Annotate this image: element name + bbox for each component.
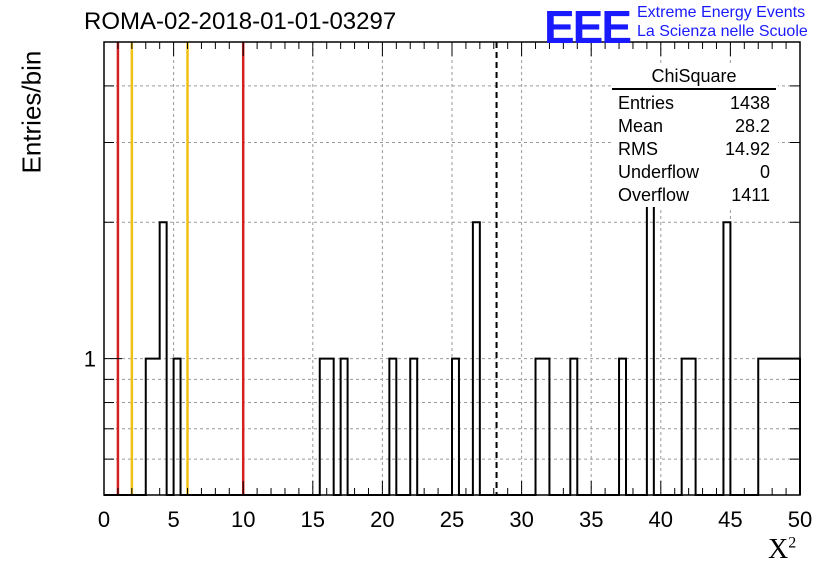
y-axis-label: Entries/bin <box>16 50 47 174</box>
x-tick-label: 25 <box>440 507 464 532</box>
logo-text: Extreme Energy Events La Scienza nelle S… <box>637 3 808 41</box>
logo-line1: Extreme Energy Events <box>637 4 806 21</box>
stats-label: Underflow <box>618 162 700 182</box>
logo-line2: La Scienza nelle Scuole <box>637 23 808 40</box>
x-tick-label: 30 <box>509 507 533 532</box>
stats-label: Entries <box>618 93 675 113</box>
x-tick-label: 5 <box>167 507 179 532</box>
x-axis-label-sup: 2 <box>788 534 797 552</box>
stats-value: 1438 <box>729 93 770 113</box>
x-axis-label-base: X <box>768 534 789 565</box>
stats-row-entries: Entries 1438 <box>612 92 778 115</box>
stats-label: Mean <box>618 116 664 136</box>
stats-title: ChiSquare <box>612 66 776 90</box>
chart-title: ROMA-02-2018-01-01-03297 <box>84 8 397 35</box>
stats-box: ChiSquare Entries 1438 Mean 28.2 RMS 14.92 … <box>612 66 778 207</box>
stats-label: Overflow <box>618 185 690 205</box>
x-tick-label: 15 <box>301 507 325 532</box>
stats-row-overflow: Overflow 1411 <box>612 184 778 207</box>
x-tick-label: 45 <box>718 507 742 532</box>
x-tick-label: 35 <box>579 507 603 532</box>
x-tick-label: 10 <box>231 507 255 532</box>
stats-value: 28.2 <box>734 116 770 136</box>
y-tick-label: 1 <box>84 347 96 372</box>
stats-value: 0 <box>759 162 770 182</box>
x-axis-label: X2 <box>768 534 796 566</box>
stats-value: 14.92 <box>724 139 770 159</box>
x-tick-label: 0 <box>98 507 110 532</box>
stats-row-underflow: Underflow 0 <box>612 161 778 184</box>
eee-logo: EEE <box>544 1 632 53</box>
stats-row-mean: Mean 28.2 <box>612 115 778 138</box>
x-tick-label: 20 <box>370 507 394 532</box>
x-tick-label: 40 <box>649 507 673 532</box>
stats-label: RMS <box>618 139 658 159</box>
stats-row-rms: RMS 14.92 <box>612 138 778 161</box>
x-tick-label: 50 <box>788 507 812 532</box>
stats-value: 1411 <box>731 185 770 205</box>
